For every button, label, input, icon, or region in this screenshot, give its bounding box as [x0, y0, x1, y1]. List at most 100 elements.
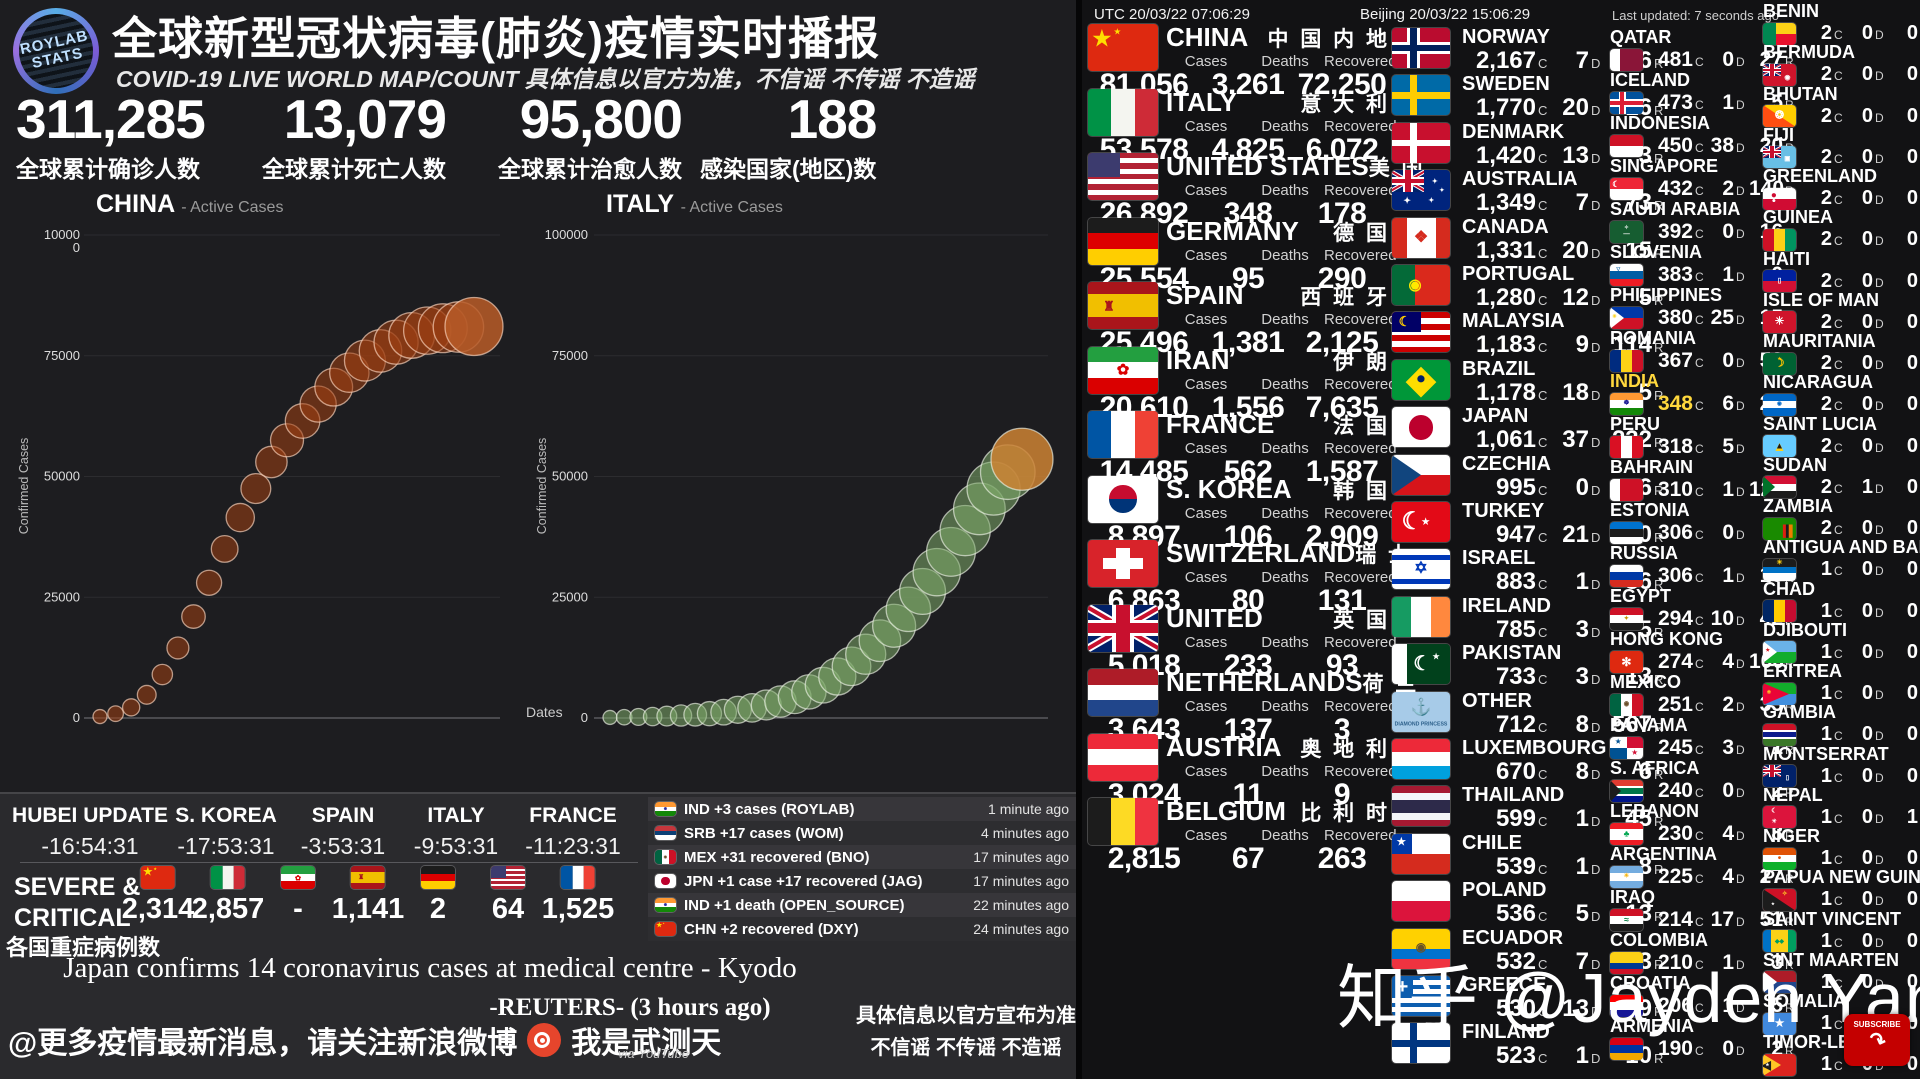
- country-values-row: ★1C0D0R: [1763, 641, 1920, 664]
- gn-flag-icon: [1763, 228, 1796, 251]
- country-row-eritrea: ERITREA❀1C0D0R: [1763, 662, 1920, 705]
- cases-value: 2,815: [1107, 842, 1181, 875]
- country-row-argentina: ARGENTINA ☀ 225 C 4 D 27 R: [1610, 845, 1794, 889]
- co-flag-icon: [1610, 952, 1643, 974]
- country-row-nicaragua: NICARAGUA◉2C0D0R: [1763, 373, 1920, 416]
- country-name: IRAQ: [1610, 887, 1655, 907]
- unit-c: C: [1834, 440, 1843, 455]
- header-deaths: Deaths: [1261, 698, 1309, 715]
- country-values-row: 318C5D2R: [1610, 435, 1794, 459]
- unit-d: D: [1591, 56, 1601, 71]
- country-values: 240 C 0 D 2 R: [1643, 779, 1798, 803]
- page-subtitle: COVID-19 LIVE WORLD MAP/COUNT 具体信息以官方为准，…: [116, 66, 975, 92]
- deaths-value: 0: [1722, 521, 1734, 544]
- unit-c: C: [1538, 909, 1548, 925]
- country-row-iceland: ICELAND473C1D5R: [1610, 71, 1794, 115]
- country-name: MALAYSIA: [1462, 310, 1565, 333]
- my-flag-icon: ☾: [1392, 312, 1450, 353]
- country-name: SOMALIA: [1763, 991, 1846, 1011]
- charts-svg: CHINA - Active Cases Confirmed Cases 0 2500…: [17, 190, 1054, 727]
- dk-flag-icon: [1392, 122, 1450, 163]
- country-name: OTHER: [1462, 689, 1532, 712]
- deaths-value: 0: [1722, 1037, 1734, 1060]
- cases-value: 230: [1657, 822, 1693, 845]
- cases-value: 1: [1820, 764, 1832, 787]
- table-headers: Cases Deaths Recovered: [1166, 311, 1397, 328]
- feed-text: SRB +17 cases (WOM): [684, 824, 844, 842]
- feed-item-1: SRB +17 cases (WOM) 4 minutes ago: [648, 821, 1076, 845]
- deaths-value: 1: [1722, 564, 1734, 587]
- unit-c: C: [1695, 442, 1704, 456]
- unit-c: C: [1695, 141, 1704, 155]
- country-name: PORTUGAL: [1462, 263, 1575, 285]
- news-source: -REUTERS- (3 hours ago): [489, 994, 771, 1021]
- deaths-value: 562: [1223, 455, 1273, 488]
- deaths-value: 13: [1562, 995, 1589, 1022]
- table-headers: Cases Deaths Recovered: [1166, 505, 1397, 522]
- country-values-row: ▲▲2C0D0R: [1763, 435, 1920, 458]
- country-values-row: 1C0D0R: [1763, 600, 1920, 623]
- stat-deaths-value: 13,079: [283, 88, 447, 150]
- country-name: PAPUA NEW GUINEA: [1763, 867, 1920, 888]
- country-values-row: 2C0D0R: [1763, 228, 1920, 251]
- deaths-value: 1: [1722, 91, 1734, 114]
- via-youtube-label: via YouTube: [618, 1046, 690, 1061]
- country-row-iraq: IRAQ ≈214 C 17 D 51 R: [1610, 887, 1794, 932]
- country-values: 2C0D0R: [1796, 435, 1920, 458]
- country-row-poland: POLAND536C5D13R: [1392, 879, 1663, 927]
- cases-value: 1: [1820, 682, 1832, 704]
- country-row-estonia: ESTONIA306C0D2R: [1610, 501, 1794, 545]
- unit-d: D: [1736, 184, 1745, 198]
- country-row-luxembourg: LUXEMBOURG 670 C 8 D 6 R: [1392, 737, 1663, 785]
- unit-c: C: [1538, 530, 1548, 545]
- unit-r: R: [1785, 700, 1794, 714]
- unit-c: C: [1538, 150, 1548, 166]
- cases-value: 190: [1657, 1037, 1693, 1060]
- svg-text:25000: 25000: [552, 589, 588, 604]
- unit-c: C: [1695, 399, 1704, 413]
- timer-divider: [20, 862, 638, 863]
- cases-value: 1: [1820, 929, 1832, 952]
- deaths-value: 0: [1861, 929, 1873, 952]
- cases-value: 348: [1657, 392, 1693, 415]
- table-headers: Cases Deaths Recovered: [1166, 53, 1397, 70]
- cn-flag-icon: ★ ★: [655, 922, 676, 936]
- country-name: SUDAN: [1763, 454, 1828, 475]
- unit-r: R: [1654, 624, 1664, 640]
- country-values: 245 C 3 D 1 R: [1643, 736, 1798, 760]
- country-values: 1C0D0R: [1796, 847, 1920, 870]
- panel-divider: [1076, 0, 1082, 1079]
- country-name: DENMARK: [1462, 120, 1565, 143]
- country-values: 1C0D0R: [1796, 888, 1920, 911]
- deaths-value: 17: [1710, 908, 1734, 931]
- country-name: SAINT LUCIA: [1763, 413, 1877, 434]
- country-values-row: ☾432C2D140R: [1610, 177, 1794, 201]
- recovered-value: 0: [1906, 187, 1918, 209]
- recovered-value: 3: [1771, 951, 1783, 974]
- unit-r: R: [1654, 861, 1664, 877]
- country-values-row: 367C0D52R: [1610, 349, 1794, 373]
- recovered-value: 0: [1906, 764, 1918, 787]
- ir-flag-icon: ✿: [281, 866, 315, 889]
- country-row-other: ⚓ DIAMOND PRINCESS OTHER 712 C 8 D 567 R: [1392, 689, 1663, 738]
- subscribe-badge[interactable]: SUBSCRIBE ↷: [1844, 1014, 1910, 1066]
- country-name: MAURITANIA: [1763, 331, 1876, 351]
- unit-c: C: [1538, 245, 1548, 261]
- country-row-bhutan: BHUTAN❂2C0D0R: [1763, 85, 1920, 128]
- timer-spain: SPAIN -3:53:31: [301, 804, 385, 860]
- country-values: 2C0D0R: [1796, 270, 1920, 293]
- country-name: NEPAL: [1763, 784, 1823, 805]
- subscribe-label: SUBSCRIBE: [1853, 1020, 1901, 1029]
- cases-value: 392: [1657, 220, 1693, 243]
- country-values-row: ✻274C4D100R: [1610, 650, 1794, 674]
- table-headers: Cases Deaths Recovered: [1166, 118, 1397, 135]
- cases-value: 1,770: [1475, 94, 1536, 122]
- deaths-value: 18: [1562, 378, 1589, 406]
- be-flag-icon: [1088, 798, 1158, 845]
- unit-d: D: [1591, 482, 1601, 498]
- cases-value: 210: [1657, 951, 1693, 974]
- country-row-panama: PANAMA ★ ★ 245 C 3 D 1 R: [1610, 716, 1794, 760]
- country-values: 2C0D0R: [1796, 393, 1920, 416]
- ru-flag-icon: [1610, 565, 1643, 587]
- country-name-zh: 法 国: [1333, 415, 1390, 438]
